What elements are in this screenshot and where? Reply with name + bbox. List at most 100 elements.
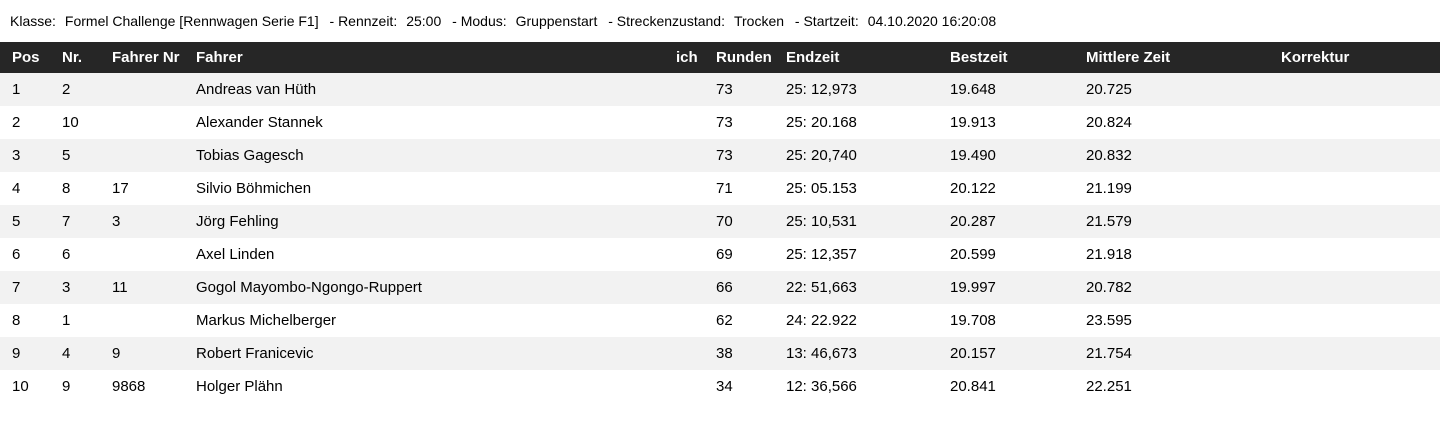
cell-ich [664, 139, 704, 172]
cell-fahrer: Jörg Fehling [196, 213, 279, 230]
cell-korrektur [1269, 139, 1440, 172]
cell-pos: 1 [12, 81, 21, 98]
cell-mittlere-zeit: 21.754 [1086, 345, 1132, 362]
cell-ich [664, 304, 704, 337]
column-header-mittlere-zeit: Mittlere Zeit [1074, 42, 1269, 73]
cell-endzeit: 13: 46,673 [786, 345, 857, 362]
table-row[interactable]: 7 3 11 Gogol Mayombo-Ngongo-Ruppert 66 2… [0, 271, 1440, 304]
startzeit-label: - Startzeit: [794, 13, 859, 29]
cell-pos: 2 [12, 114, 21, 131]
table-row[interactable]: 4 8 17 Silvio Böhmichen 71 25: 05.153 20… [0, 172, 1440, 205]
cell-endzeit: 25: 20,740 [786, 147, 857, 164]
table-row[interactable]: 5 7 3 Jörg Fehling 70 25: 10,531 20.287 … [0, 205, 1440, 238]
klasse-label: Klasse: [10, 13, 56, 29]
table-row[interactable]: 9 4 9 Robert Franicevic 38 13: 46,673 20… [0, 337, 1440, 370]
cell-nr: 10 [62, 114, 79, 131]
cell-nr: 4 [62, 345, 71, 362]
cell-mittlere-zeit: 21.579 [1086, 213, 1132, 230]
cell-pos: 8 [12, 312, 21, 329]
cell-fahrer: Markus Michelberger [196, 312, 337, 329]
cell-nr: 9 [62, 378, 71, 395]
cell-endzeit: 25: 12,357 [786, 246, 857, 263]
results-table-body: 1 2 Andreas van Hüth 73 25: 12,973 19.64… [0, 73, 1440, 403]
table-row[interactable]: 3 5 Tobias Gagesch 73 25: 20,740 19.490 … [0, 139, 1440, 172]
rennzeit-value: 25:00 [406, 13, 442, 29]
cell-fahrer: Axel Linden [196, 246, 275, 263]
cell-fahrer: Holger Plähn [196, 378, 283, 395]
cell-bestzeit: 19.997 [950, 279, 996, 296]
cell-fahrer-nr [100, 238, 184, 271]
cell-fahrer: Tobias Gagesch [196, 147, 304, 164]
cell-mittlere-zeit: 23.595 [1086, 312, 1132, 329]
cell-bestzeit: 19.708 [950, 312, 996, 329]
table-row[interactable]: 8 1 Markus Michelberger 62 24: 22.922 19… [0, 304, 1440, 337]
cell-mittlere-zeit: 20.832 [1086, 147, 1132, 164]
cell-runden: 71 [716, 180, 733, 197]
cell-bestzeit: 19.490 [950, 147, 996, 164]
cell-runden: 73 [716, 81, 733, 98]
column-header-fahrer: Fahrer [184, 42, 664, 73]
cell-fahrer-nr [100, 304, 184, 337]
cell-runden: 34 [716, 378, 733, 395]
cell-fahrer-nr: 9868 [112, 378, 146, 395]
cell-runden: 66 [716, 279, 733, 296]
cell-ich [664, 271, 704, 304]
cell-fahrer-nr [100, 73, 184, 106]
cell-fahrer-nr [100, 106, 184, 139]
cell-ich [664, 337, 704, 370]
cell-bestzeit: 19.913 [950, 114, 996, 131]
cell-korrektur [1269, 106, 1440, 139]
modus-value: Gruppenstart [515, 13, 598, 29]
cell-bestzeit: 20.122 [950, 180, 996, 197]
cell-endzeit: 25: 20.168 [786, 114, 857, 131]
column-header-korrektur: Korrektur [1269, 42, 1440, 73]
cell-endzeit: 12: 36,566 [786, 378, 857, 395]
cell-korrektur [1269, 370, 1440, 403]
cell-pos: 9 [12, 345, 21, 362]
cell-fahrer: Gogol Mayombo-Ngongo-Ruppert [196, 279, 422, 296]
column-header-endzeit: Endzeit [774, 42, 938, 73]
cell-fahrer: Andreas van Hüth [196, 81, 317, 98]
cell-korrektur [1269, 304, 1440, 337]
cell-bestzeit: 20.157 [950, 345, 996, 362]
cell-ich [664, 73, 704, 106]
table-row[interactable]: 6 6 Axel Linden 69 25: 12,357 20.599 21.… [0, 238, 1440, 271]
cell-pos: 4 [12, 180, 21, 197]
cell-ich [664, 238, 704, 271]
cell-nr: 7 [62, 213, 71, 230]
cell-runden: 38 [716, 345, 733, 362]
column-header-bestzeit: Bestzeit [938, 42, 1074, 73]
cell-bestzeit: 20.287 [950, 213, 996, 230]
cell-fahrer: Alexander Stannek [196, 114, 323, 131]
cell-korrektur [1269, 172, 1440, 205]
cell-korrektur [1269, 73, 1440, 106]
column-header-pos: Pos [0, 42, 50, 73]
cell-endzeit: 22: 51,663 [786, 279, 857, 296]
cell-runden: 69 [716, 246, 733, 263]
column-header-nr: Nr. [50, 42, 100, 73]
cell-nr: 3 [62, 279, 71, 296]
results-table: Pos Nr. Fahrer Nr Fahrer ich Runden Endz… [0, 42, 1440, 403]
cell-mittlere-zeit: 22.251 [1086, 378, 1132, 395]
modus-label: - Modus: [452, 13, 507, 29]
table-row[interactable]: 10 9 9868 Holger Plähn 34 12: 36,566 20.… [0, 370, 1440, 403]
cell-bestzeit: 20.841 [950, 378, 996, 395]
cell-runden: 62 [716, 312, 733, 329]
cell-mittlere-zeit: 20.824 [1086, 114, 1132, 131]
cell-runden: 70 [716, 213, 733, 230]
cell-ich [664, 106, 704, 139]
cell-korrektur [1269, 205, 1440, 238]
cell-endzeit: 25: 05.153 [786, 180, 857, 197]
klasse-value: Formel Challenge [Rennwagen Serie F1] [64, 13, 319, 29]
cell-fahrer-nr: 17 [112, 180, 129, 197]
cell-endzeit: 24: 22.922 [786, 312, 857, 329]
cell-pos: 10 [12, 378, 29, 395]
streckenzustand-value: Trocken [733, 13, 785, 29]
race-meta-line: Klasse: Formel Challenge [Rennwagen Serie… [0, 0, 1440, 42]
table-row[interactable]: 1 2 Andreas van Hüth 73 25: 12,973 19.64… [0, 73, 1440, 106]
startzeit-value: 04.10.2020 16:20:08 [867, 13, 997, 29]
column-header-ich: ich [664, 42, 704, 73]
cell-runden: 73 [716, 114, 733, 131]
table-row[interactable]: 2 10 Alexander Stannek 73 25: 20.168 19.… [0, 106, 1440, 139]
